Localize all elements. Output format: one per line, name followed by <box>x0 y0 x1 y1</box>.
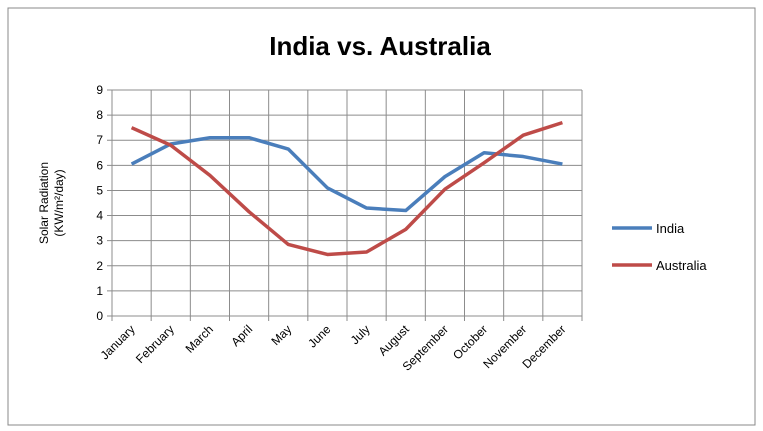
y-tick-label: 3 <box>96 234 103 248</box>
y-tick-label: 7 <box>96 133 103 147</box>
y-axis-label-line-2: (KW/m²/day) <box>52 169 66 236</box>
series-line-india <box>130 135 563 213</box>
series-line-australia <box>130 120 563 257</box>
y-tick-label: 5 <box>96 183 103 197</box>
y-tick-label: 6 <box>96 158 103 172</box>
legend: India Australia <box>612 221 707 273</box>
y-tick-label: 4 <box>96 209 103 223</box>
legend-label: India <box>656 221 685 236</box>
y-axis-label-line-1: Solar Radiation <box>37 162 51 244</box>
y-tick-label: 9 <box>96 83 103 97</box>
series-lines <box>130 120 563 257</box>
grid <box>107 89 583 321</box>
legend-label: Australia <box>656 258 707 273</box>
chart-title: India vs. Australia <box>269 31 491 61</box>
y-tick-label: 8 <box>96 108 103 122</box>
chart-border <box>7 7 756 426</box>
y-axis-label: Solar Radiation (KW/m²/day) <box>37 162 66 244</box>
y-tick-label: 2 <box>96 259 103 273</box>
y-tick-label: 0 <box>96 309 103 323</box>
y-tick-label: 1 <box>96 284 103 298</box>
